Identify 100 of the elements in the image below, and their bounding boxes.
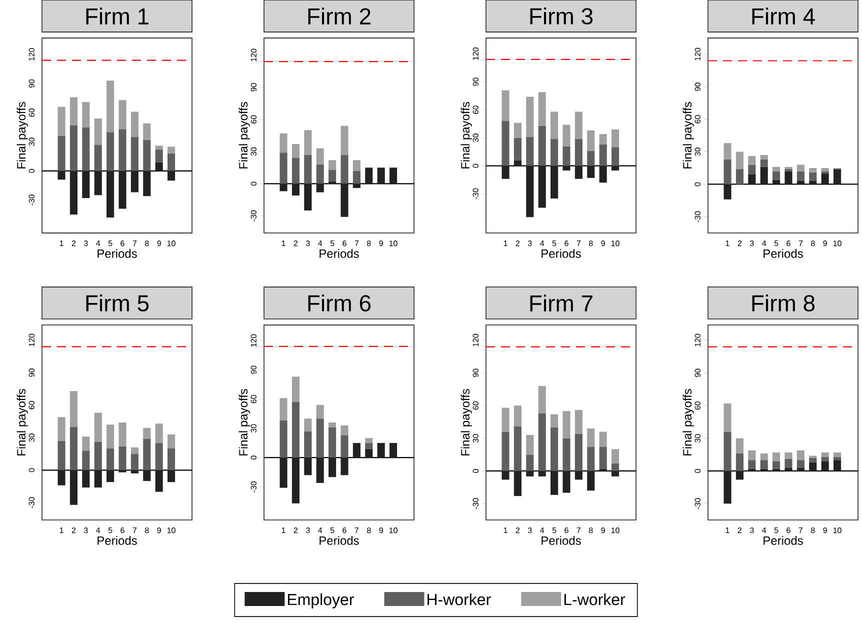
- bar: [796, 164, 804, 172]
- bar: [514, 138, 522, 160]
- bar: [328, 170, 336, 182]
- y-tick-label: 90: [472, 368, 478, 377]
- bar: [821, 452, 829, 457]
- bar: [748, 174, 756, 184]
- y-tick-label: 0: [250, 456, 256, 460]
- x-tick-label: 9: [379, 240, 383, 246]
- bar: [796, 450, 804, 460]
- y-tick-label: 90: [28, 368, 34, 377]
- bar: [304, 458, 312, 476]
- bar: [526, 166, 534, 218]
- bar: [106, 470, 114, 482]
- bar: [772, 166, 780, 172]
- bar: [587, 130, 595, 151]
- y-tick-label: 90: [694, 368, 700, 377]
- x-tick-label: 5: [108, 528, 112, 534]
- bar: [316, 404, 324, 419]
- y-axis-title: Final payoffs: [682, 389, 694, 456]
- x-tick-label: 6: [564, 528, 568, 534]
- y-tick-label: 120: [694, 334, 700, 346]
- bar: [292, 158, 300, 184]
- bar: [784, 166, 792, 170]
- bar: [316, 458, 324, 483]
- y-tick-label: 30: [28, 138, 34, 146]
- bar: [538, 92, 546, 126]
- legend-label: Employer: [288, 593, 354, 608]
- bar: [328, 160, 336, 170]
- bar: [328, 427, 336, 458]
- bar: [328, 458, 336, 478]
- bar: [94, 412, 102, 442]
- x-tick-label: 5: [552, 240, 556, 246]
- y-tick-label: 30: [694, 434, 700, 442]
- bar: [611, 166, 620, 170]
- x-tick-label: 3: [528, 528, 532, 534]
- bar: [292, 376, 300, 402]
- bar: [724, 432, 732, 471]
- x-axis-title: Periods: [764, 249, 803, 258]
- bar: [562, 124, 570, 146]
- bar: [340, 435, 348, 458]
- bar: [118, 100, 126, 130]
- bar: [167, 153, 176, 171]
- bar: [772, 461, 780, 469]
- bar: [587, 470, 595, 491]
- x-tick-label: 9: [157, 240, 161, 246]
- y-tick-label: 0: [472, 469, 478, 473]
- bar: [70, 391, 78, 427]
- y-tick-label: -30: [250, 481, 256, 492]
- bar: [94, 470, 102, 488]
- chart-title: Firm 6: [308, 294, 371, 312]
- bar: [574, 138, 582, 166]
- bar: [94, 170, 102, 196]
- chart-title: Firm 7: [530, 294, 592, 312]
- bar: [155, 162, 163, 171]
- y-tick-label: 0: [250, 182, 256, 186]
- x-tick-label: 8: [367, 528, 371, 534]
- bar: [748, 164, 756, 174]
- bar: [562, 438, 570, 471]
- bar: [143, 140, 151, 171]
- x-tick-label: 6: [564, 240, 568, 246]
- bar: [155, 150, 163, 162]
- bar: [292, 144, 300, 158]
- x-tick-label: 6: [342, 240, 346, 246]
- bar: [574, 470, 582, 480]
- bar: [58, 170, 66, 180]
- x-axis-title: Periods: [320, 536, 359, 545]
- y-axis-title: Final payoffs: [16, 389, 28, 456]
- bar: [118, 446, 126, 470]
- bar: [118, 129, 126, 171]
- bar: [526, 96, 534, 137]
- x-tick-label: 10: [167, 240, 176, 246]
- bar: [94, 144, 102, 171]
- bar: [748, 156, 756, 165]
- x-tick-label: 1: [60, 528, 64, 534]
- x-tick-label: 2: [516, 528, 520, 534]
- bar: [538, 166, 546, 208]
- x-tick-label: 2: [294, 240, 298, 246]
- bar: [130, 454, 138, 470]
- bar: [82, 170, 90, 198]
- y-tick-label: -30: [694, 211, 700, 222]
- y-tick-label: 90: [472, 78, 478, 86]
- bar: [784, 468, 792, 471]
- x-tick-label: 2: [294, 528, 298, 534]
- y-tick-label: -30: [472, 498, 478, 510]
- bar: [70, 97, 78, 126]
- bar: [377, 168, 385, 184]
- y-tick-label: 90: [28, 79, 34, 88]
- bar: [611, 129, 620, 148]
- x-tick-label: 3: [306, 240, 310, 246]
- bar: [611, 463, 620, 471]
- x-tick-label: 1: [504, 240, 508, 246]
- bar: [526, 435, 534, 455]
- bar: [562, 411, 570, 438]
- bar: [58, 440, 66, 470]
- y-axis-title: Final payoffs: [460, 389, 472, 456]
- x-tick-label: 7: [798, 528, 803, 534]
- bar: [550, 427, 558, 471]
- x-tick-label: 3: [528, 240, 532, 246]
- y-tick-label: 90: [694, 82, 700, 91]
- x-axis-title: Periods: [98, 536, 137, 545]
